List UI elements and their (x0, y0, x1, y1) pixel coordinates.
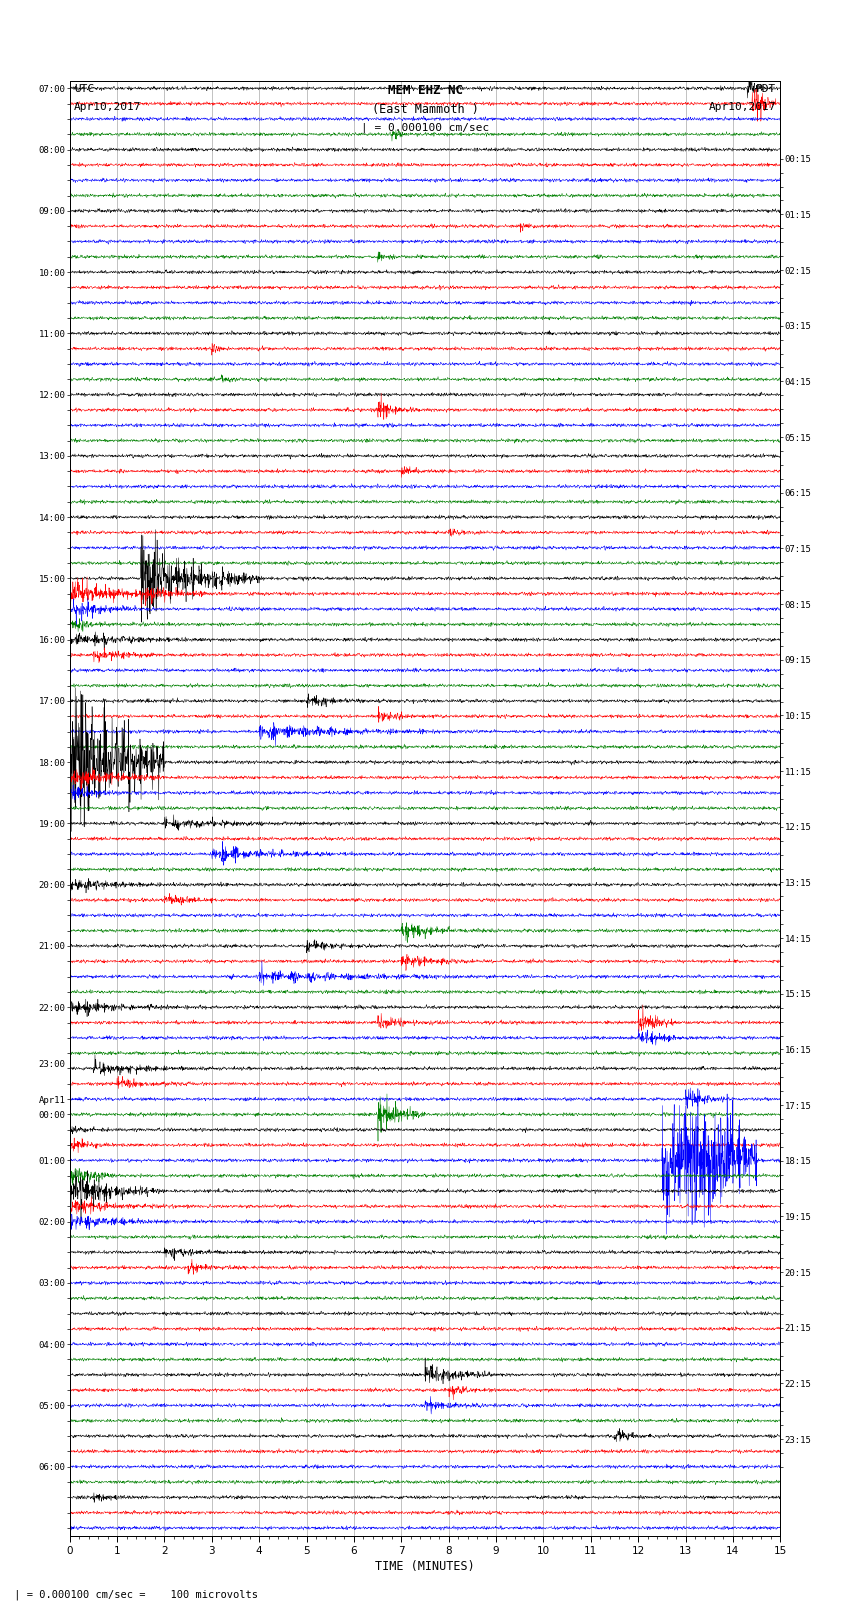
Text: Apr10,2017: Apr10,2017 (74, 102, 141, 111)
Text: | = 0.000100 cm/sec =    100 microvolts: | = 0.000100 cm/sec = 100 microvolts (8, 1589, 258, 1600)
Text: UTC: UTC (74, 84, 94, 94)
Text: (East Mammoth ): (East Mammoth ) (371, 103, 479, 116)
Text: | = 0.000100 cm/sec: | = 0.000100 cm/sec (361, 123, 489, 134)
Text: Apr10,2017: Apr10,2017 (709, 102, 776, 111)
Text: PDT: PDT (756, 84, 776, 94)
Text: MEM EHZ NC: MEM EHZ NC (388, 84, 462, 97)
X-axis label: TIME (MINUTES): TIME (MINUTES) (375, 1560, 475, 1573)
